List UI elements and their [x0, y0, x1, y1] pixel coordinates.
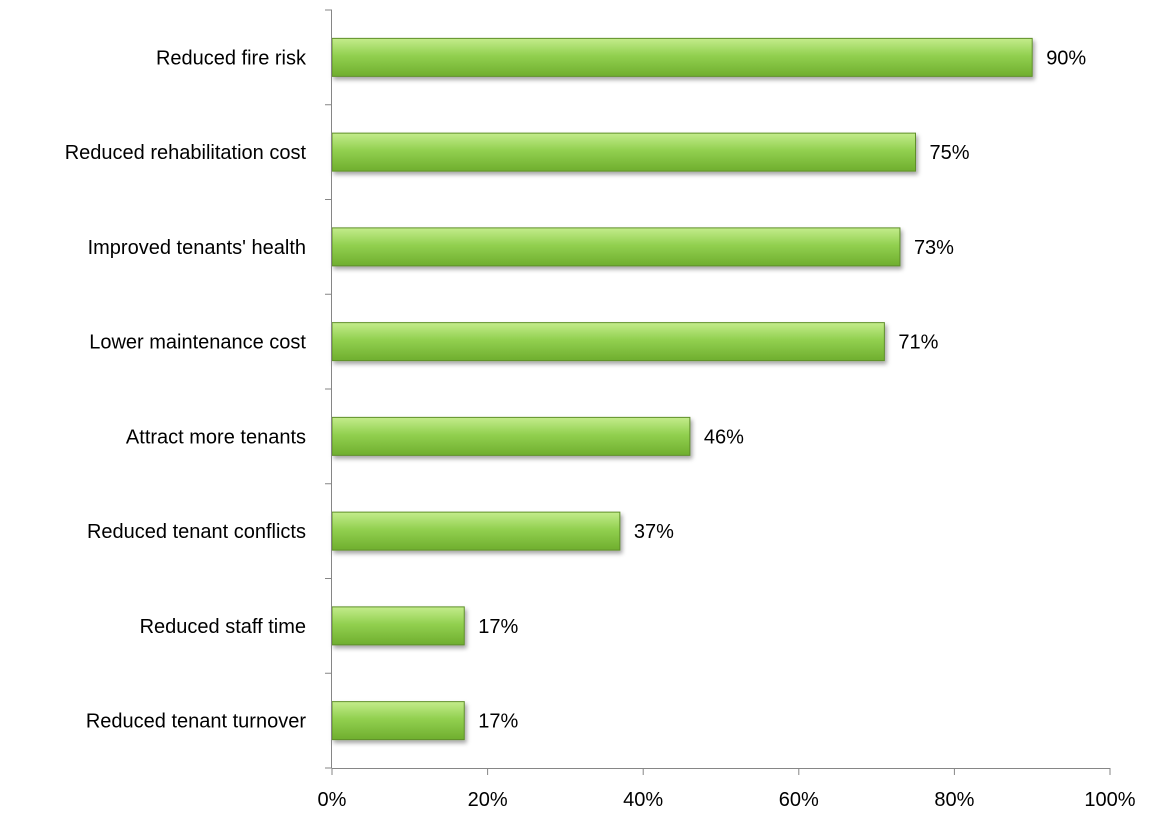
data-label: 17% — [478, 711, 518, 733]
category-label: Reduced fire risk — [156, 47, 307, 69]
data-label: 46% — [704, 426, 744, 448]
x-tick-label: 0% — [318, 789, 347, 811]
x-tick-label: 40% — [623, 789, 663, 811]
labels-group: Reduced fire risk 90% Reduced rehabilitati… — [65, 47, 1136, 811]
x-tick-label: 80% — [934, 789, 974, 811]
axes-group — [325, 9, 1111, 775]
bar — [331, 322, 885, 362]
bar — [331, 511, 621, 551]
bar — [331, 606, 465, 646]
bar — [331, 37, 1033, 77]
x-tick-label: 100% — [1084, 789, 1135, 811]
data-label: 17% — [478, 616, 518, 638]
bar — [331, 701, 465, 741]
bars-group — [331, 37, 1033, 741]
data-label: 73% — [914, 237, 954, 259]
category-label: Lower maintenance cost — [89, 332, 306, 354]
data-label: 75% — [930, 142, 970, 164]
bar — [331, 132, 916, 172]
data-label: 71% — [898, 332, 938, 354]
bar — [331, 416, 691, 456]
bar — [331, 227, 901, 267]
category-label: Reduced staff time — [140, 616, 306, 638]
x-tick-label: 20% — [468, 789, 508, 811]
category-label: Reduced tenant turnover — [86, 711, 306, 733]
category-label: Reduced tenant conflicts — [87, 521, 306, 543]
data-label: 37% — [634, 521, 674, 543]
x-tick-label: 60% — [779, 789, 819, 811]
data-label: 90% — [1046, 47, 1086, 69]
category-label: Improved tenants' health — [88, 237, 306, 259]
category-label: Reduced rehabilitation cost — [65, 142, 307, 164]
category-label: Attract more tenants — [126, 426, 306, 448]
